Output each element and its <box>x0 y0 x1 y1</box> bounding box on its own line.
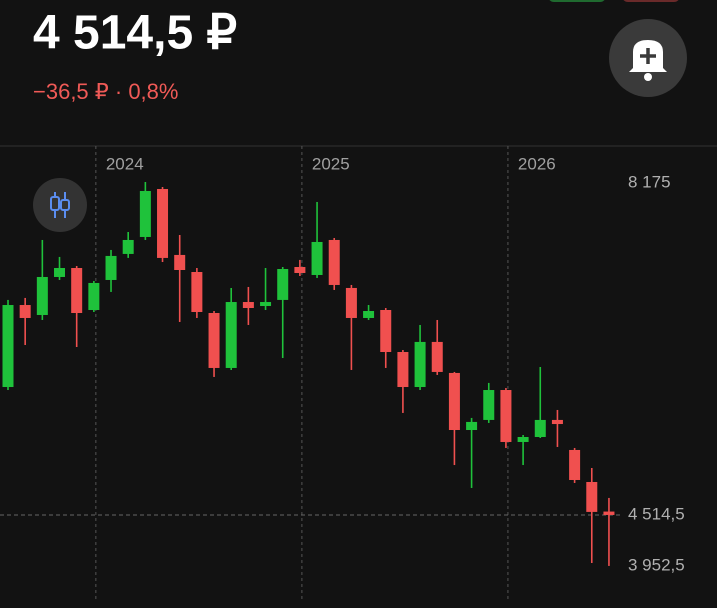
y-tick-label: 3 952,5 <box>628 555 685 574</box>
candle-body <box>414 341 426 388</box>
candle-body <box>534 419 546 437</box>
candle-body <box>71 268 83 313</box>
bell-clapper <box>644 73 652 81</box>
candle-icon-body <box>60 199 70 211</box>
candle-body <box>294 267 306 273</box>
sell-button[interactable] <box>622 0 680 2</box>
x-tick-label: 2024 <box>106 154 144 173</box>
candle-body <box>500 390 512 442</box>
chart-type-button[interactable] <box>33 178 87 232</box>
candle-body <box>551 419 563 425</box>
candle-body <box>448 372 460 431</box>
candle-body <box>105 255 117 280</box>
candle-body <box>19 305 31 318</box>
candle-body <box>517 436 529 442</box>
y-tick-label: 4 514,5 <box>628 504 685 523</box>
candle-body <box>328 239 340 285</box>
alert-button[interactable] <box>609 19 687 97</box>
price-change: −36,5 ₽ · 0,8% <box>33 79 178 104</box>
candle-body <box>380 310 392 353</box>
candle-body <box>466 421 478 431</box>
candle-body <box>569 449 581 480</box>
candle-body <box>122 239 134 254</box>
buy-button[interactable] <box>548 0 606 2</box>
candle-body <box>345 287 357 318</box>
y-tick-label: 8 175 <box>628 172 671 191</box>
candle-body <box>139 190 151 237</box>
price: 4 514,5 ₽ <box>33 7 237 60</box>
candle-body <box>363 311 375 318</box>
candle-body <box>397 352 409 388</box>
candle-body <box>277 269 289 300</box>
plus-icon <box>640 48 656 64</box>
candle-body <box>157 188 169 258</box>
candle-body <box>311 241 323 275</box>
candle-body <box>36 276 48 315</box>
candle-body <box>225 302 237 368</box>
candle-body <box>603 511 615 515</box>
candle-body <box>260 302 272 307</box>
candle-body <box>208 312 220 368</box>
candle-body <box>54 268 66 277</box>
candle-body <box>2 305 14 388</box>
chart: 2024 2025 2026 8 175 4 514,5 3 952,5 <box>0 146 685 600</box>
candle-icon-body <box>50 196 60 211</box>
candle-body <box>191 271 203 312</box>
candle-body <box>483 390 495 420</box>
candle-body <box>586 481 598 512</box>
x-tick-label: 2026 <box>518 154 556 173</box>
candle-body <box>431 341 443 372</box>
candle-body <box>242 302 254 309</box>
candle-body <box>88 282 100 311</box>
x-tick-label: 2025 <box>312 154 350 173</box>
candle-body <box>174 254 186 270</box>
